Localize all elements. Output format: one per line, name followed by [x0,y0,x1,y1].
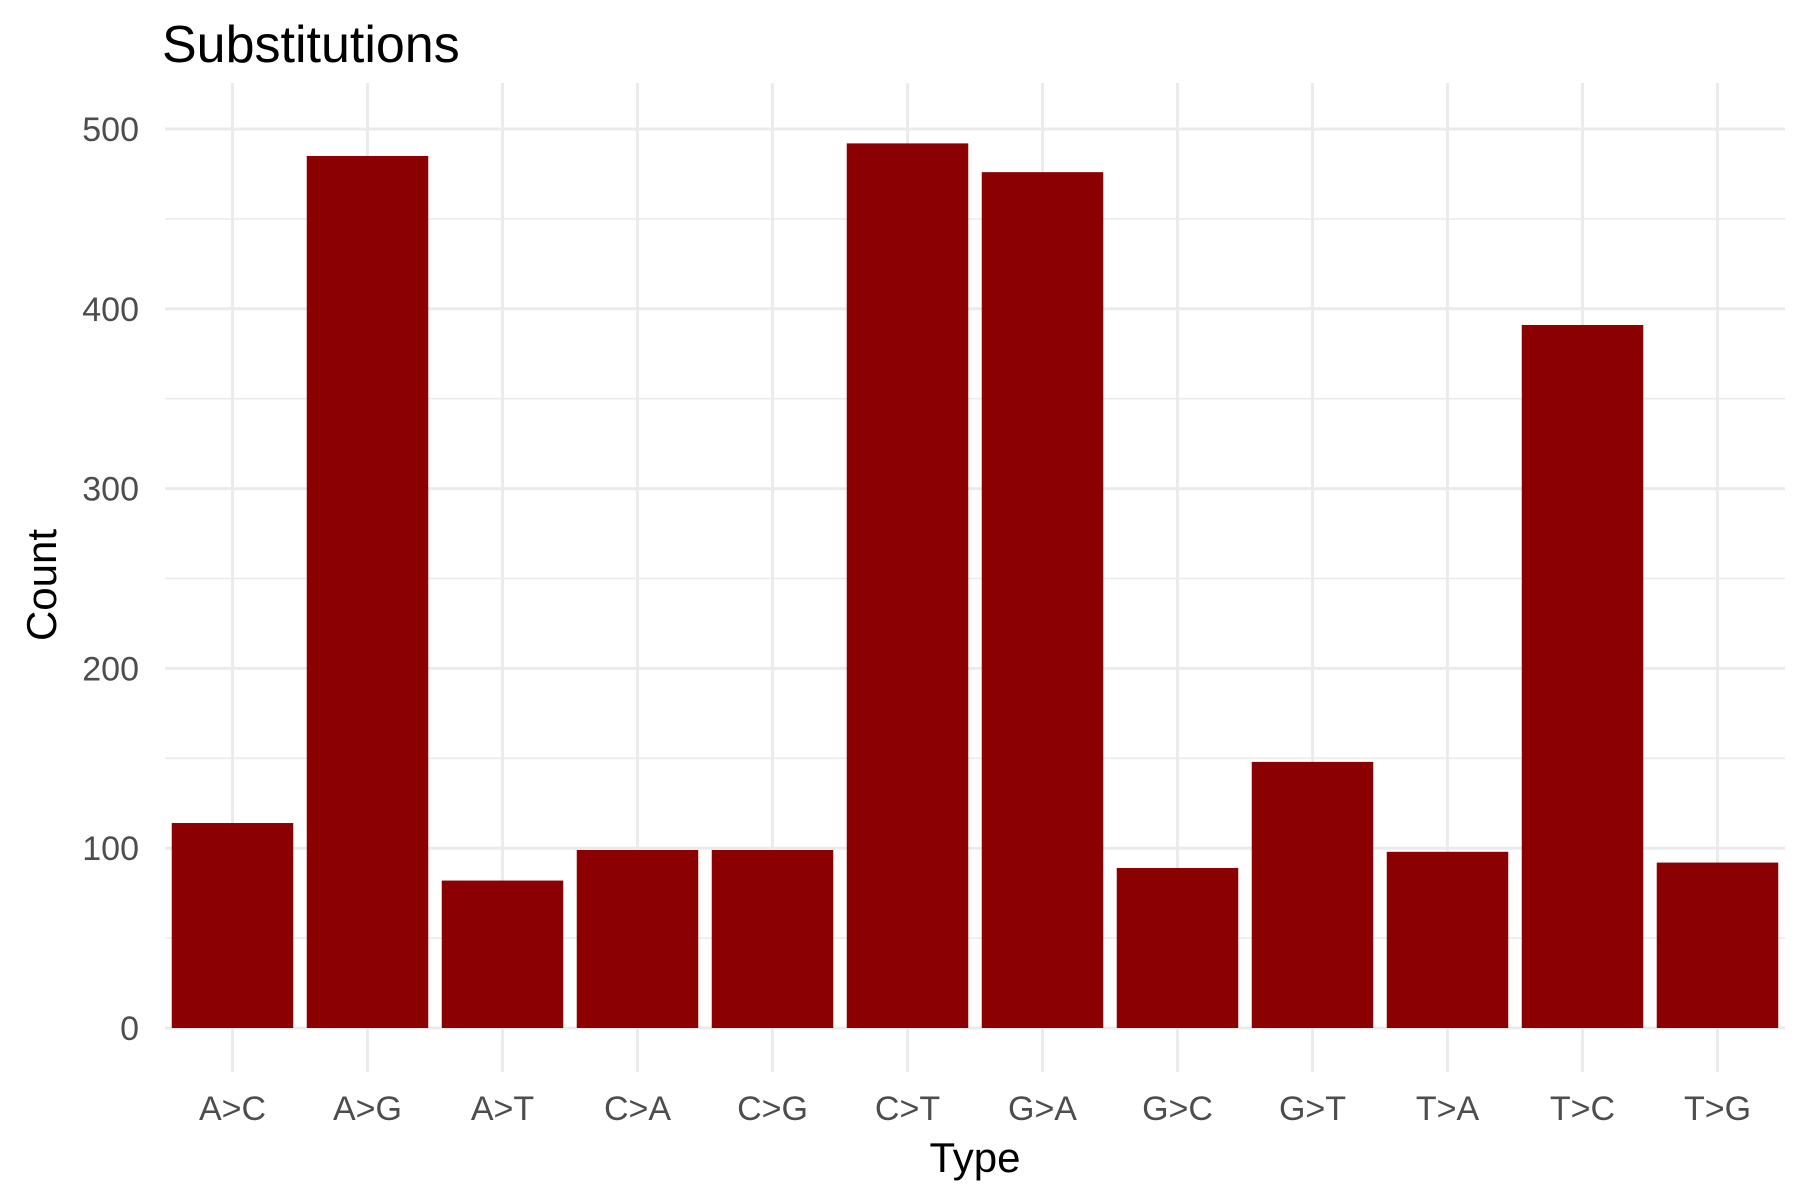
y-axis-ticks: 0 100 200 300 400 500 [82,111,139,1048]
x-tick-label: A>G [333,1090,402,1128]
bar [1521,324,1644,1028]
x-tick-label: T>A [1416,1090,1480,1128]
x-tick-label: G>T [1279,1090,1346,1128]
y-tick-label: 400 [82,291,139,329]
bar [1251,761,1374,1028]
bar [981,172,1104,1029]
x-tick-label: G>A [1008,1090,1077,1128]
bar [306,155,429,1029]
bar [711,849,834,1028]
y-axis-title: Count [18,529,65,641]
x-axis-ticks: A>C A>G A>T C>A C>G C>T G>A G>C G>T T>A T>C T>G [199,1090,1751,1128]
y-tick-label: 500 [82,111,139,149]
bars-layer [171,143,1779,1029]
bar [576,849,699,1028]
x-tick-label: C>A [604,1090,671,1128]
bar [1116,867,1239,1028]
x-axis-title: Type [929,1134,1020,1181]
y-tick-label: 200 [82,650,139,688]
y-tick-label: 0 [120,1010,139,1048]
bar [171,823,294,1028]
bar [846,143,969,1028]
bar [1656,862,1779,1028]
x-tick-label: A>C [199,1090,266,1128]
bar [1386,851,1509,1028]
x-tick-label: T>C [1550,1090,1615,1128]
y-tick-label: 100 [82,830,139,868]
y-tick-label: 300 [82,471,139,509]
chart-title: Substitutions [162,16,460,74]
x-tick-label: G>C [1142,1090,1213,1128]
x-tick-label: C>T [875,1090,940,1128]
x-tick-label: A>T [471,1090,534,1128]
x-tick-label: C>G [737,1090,808,1128]
bar [441,880,564,1028]
x-tick-label: T>G [1684,1090,1751,1128]
